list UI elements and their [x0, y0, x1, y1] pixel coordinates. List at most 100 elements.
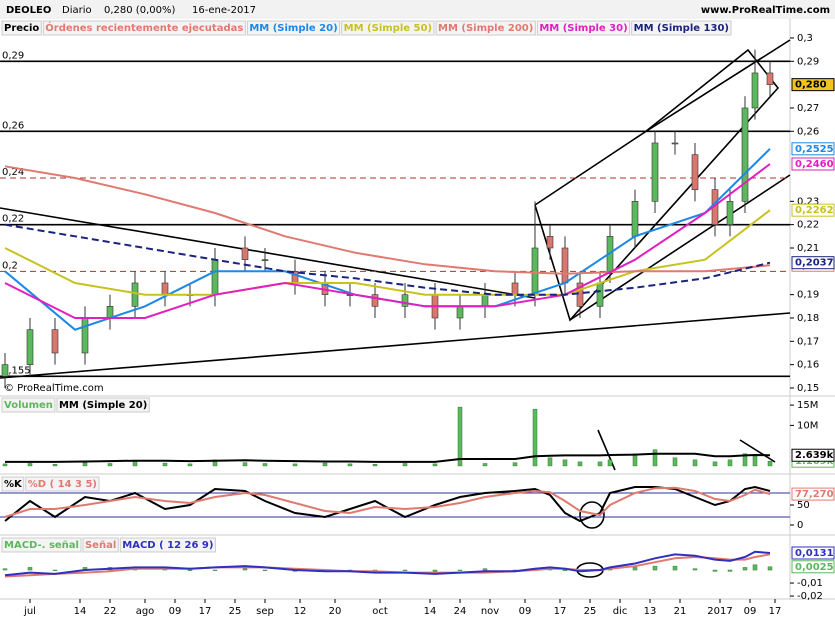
bar: [402, 463, 408, 467]
bar: [672, 457, 678, 467]
y-tick-label: 0,17: [797, 336, 819, 347]
last-value-label: 77,270: [795, 489, 834, 500]
x-tick-label: 21: [674, 606, 687, 617]
legend-box: [435, 20, 536, 36]
x-tick-label: jul: [23, 606, 36, 617]
candle-body: [51, 329, 59, 354]
bar: [752, 455, 758, 467]
bar: [512, 462, 518, 467]
last-value-label: 0,2460: [795, 159, 834, 170]
price: 0,280 (0,00%): [104, 5, 175, 16]
legend-box: [42, 20, 246, 36]
symbol: DEOLEO: [6, 5, 51, 16]
bar: [577, 461, 583, 467]
x-tick-label: 17: [769, 606, 782, 617]
bar: [672, 565, 678, 571]
candle-body: [131, 282, 139, 307]
bar: [712, 569, 718, 572]
level-label: 0,24: [2, 167, 24, 178]
bar: [652, 565, 658, 571]
bar: [652, 449, 658, 467]
bar: [322, 462, 328, 467]
bar: [187, 569, 193, 571]
bar: [482, 463, 488, 467]
x-tick-label: 25: [229, 606, 242, 617]
bar: [547, 457, 553, 467]
last-value-box: [791, 560, 835, 574]
bar: [107, 463, 113, 467]
y-tick-label: 0,19: [797, 290, 819, 301]
candle-body: [531, 247, 539, 295]
series-line: [4, 486, 771, 518]
bar: [2, 463, 8, 467]
header-bar: [0, 0, 835, 19]
bar: [372, 464, 378, 467]
last-value-box: [791, 256, 835, 270]
bar: [712, 461, 718, 467]
candle-body: [671, 142, 679, 145]
legend-entry: MM (Simple 20): [249, 23, 337, 34]
y-tick-label: 0,22: [797, 220, 819, 231]
bar: [727, 459, 733, 467]
last-value-label: 0,2037: [795, 258, 834, 269]
date: 16-ene-2017: [192, 5, 256, 16]
y-tick-label: -0,01: [797, 578, 823, 589]
bar: [132, 460, 138, 467]
bar: [292, 463, 298, 467]
y-tick-label: 10M: [797, 420, 818, 431]
level-label: 0,26: [2, 120, 24, 131]
bar: [767, 566, 773, 571]
last-value-label: 0,280: [795, 80, 827, 91]
bar: [82, 462, 88, 467]
bar: [597, 461, 603, 467]
legend-box: [1, 397, 56, 413]
candle-body: [751, 72, 759, 109]
candle-body: [481, 294, 489, 307]
legend-entry: %K: [4, 479, 23, 490]
bar: [607, 459, 613, 467]
last-value-label: 0,2525: [795, 144, 834, 155]
bar: [432, 569, 438, 572]
series-line: [4, 485, 771, 523]
last-value-label: 2.639k: [795, 450, 834, 461]
legend-entry: Órdenes recientemente ejecutadas: [45, 21, 243, 34]
candle-body: [211, 259, 219, 295]
bar: [767, 460, 773, 467]
legend-entry: Volumen: [4, 400, 53, 411]
level-label: 0,155: [2, 365, 31, 376]
bar: [187, 463, 193, 467]
candle-body: [726, 201, 734, 225]
x-tick-label: ago: [136, 606, 155, 617]
bar: [752, 564, 758, 571]
bar: [402, 569, 408, 571]
legend-box: [1, 537, 82, 553]
x-tick-label: dic: [613, 606, 628, 617]
period: Diario: [62, 5, 92, 16]
y-tick-label: 0,27: [797, 103, 819, 114]
y-tick-label: 0,21: [797, 243, 819, 254]
site: www.ProRealTime.com: [701, 5, 830, 16]
y-tick-label: -0,02: [797, 591, 823, 602]
bar: [482, 568, 488, 571]
candle-body: [766, 72, 774, 85]
candle-body: [1, 364, 9, 377]
level-label: 0,2: [2, 260, 18, 271]
y-tick-label: 0: [797, 520, 803, 531]
series-line: [4, 163, 771, 319]
last-value-box: [791, 142, 835, 156]
legend-box: [82, 537, 119, 553]
candle-body: [81, 317, 89, 354]
last-value-box: [791, 448, 835, 462]
bar: [742, 567, 748, 571]
legend-entry: MM (Simple 20): [59, 400, 147, 411]
legend-entry: MACD ( 12 26 9): [122, 540, 213, 551]
candle-body: [401, 294, 409, 307]
level-label: 0,22: [2, 214, 24, 225]
legend-box: [56, 397, 150, 413]
bar: [52, 569, 58, 571]
legend-entry: MM (Simple 30): [539, 23, 627, 34]
legend-box: [341, 20, 435, 36]
x-tick-label: 22: [104, 606, 117, 617]
y-tick-label: 0,18: [797, 313, 819, 324]
